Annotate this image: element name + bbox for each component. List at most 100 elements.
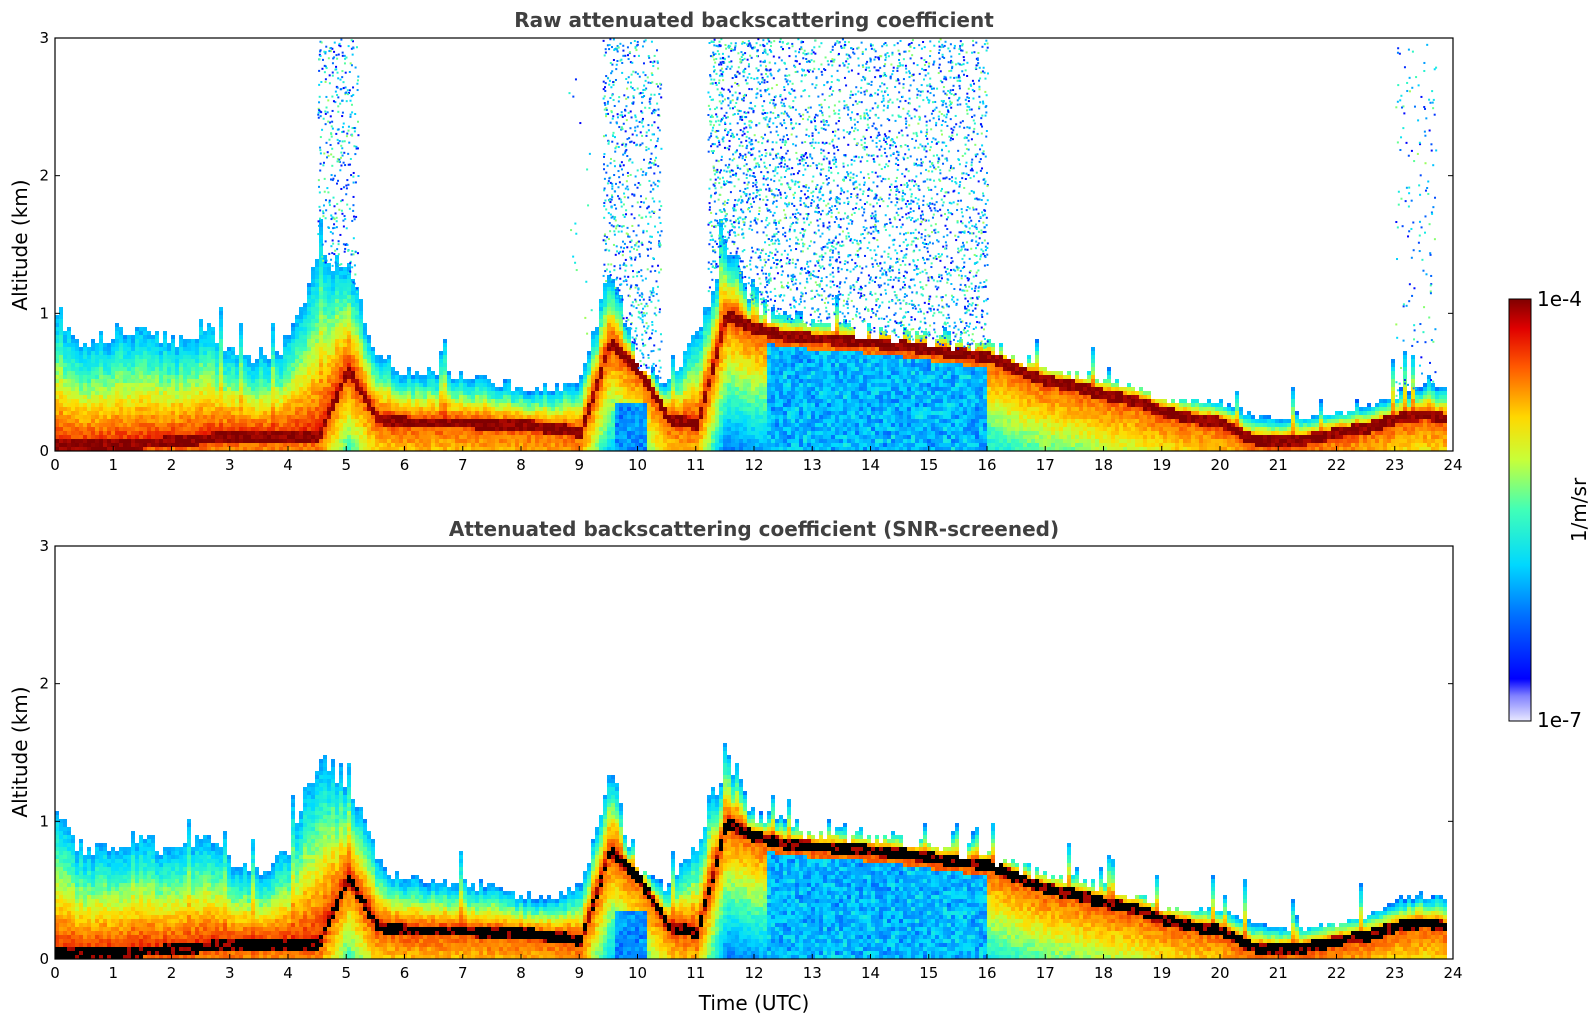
heat-cell xyxy=(731,283,735,287)
heat-cell xyxy=(743,339,747,343)
heat-cell xyxy=(303,379,307,383)
heat-cell xyxy=(755,327,759,331)
heat-cell xyxy=(123,439,127,443)
heat-cell xyxy=(639,447,643,451)
heat-cell xyxy=(259,415,263,419)
heat-cell xyxy=(191,387,195,391)
heat-cell xyxy=(87,363,91,367)
heat-cell xyxy=(555,395,559,399)
heat-cell xyxy=(719,327,723,331)
heat-cell xyxy=(95,343,99,347)
heat-cell xyxy=(59,363,63,367)
heat-cell xyxy=(75,423,79,427)
heat-cell xyxy=(575,407,579,411)
heat-cell xyxy=(647,387,651,391)
heat-cell xyxy=(131,427,135,431)
heat-cell xyxy=(327,323,331,327)
heat-cell xyxy=(735,395,739,399)
heat-cell xyxy=(99,359,103,363)
heat-cell xyxy=(207,351,211,355)
heat-cell xyxy=(431,411,435,415)
heat-cell xyxy=(359,307,363,311)
heat-cell xyxy=(363,355,367,359)
heat-cell xyxy=(647,391,651,395)
heat-cell xyxy=(267,431,271,435)
heat-cell xyxy=(743,403,747,407)
heat-cell xyxy=(315,283,319,287)
heat-cell xyxy=(395,379,399,383)
heat-cell xyxy=(439,363,443,367)
heat-cell xyxy=(335,339,339,343)
heat-cell xyxy=(719,319,723,323)
heat-cell xyxy=(347,363,351,367)
heat-cell xyxy=(123,407,127,411)
heat-cell xyxy=(675,411,679,415)
heat-cell xyxy=(723,355,727,359)
heat-cell xyxy=(143,383,147,387)
heat-cell xyxy=(115,367,119,371)
heat-cell xyxy=(555,391,559,395)
heat-cell xyxy=(495,419,499,423)
heat-cell xyxy=(179,403,183,407)
heat-cell xyxy=(275,435,279,439)
heat-cell xyxy=(615,447,619,451)
heat-cell xyxy=(371,379,375,383)
heat-cell xyxy=(95,435,99,439)
heat-cell xyxy=(563,435,567,439)
heat-cell xyxy=(171,427,175,431)
heat-cell xyxy=(107,343,111,347)
heat-cell xyxy=(671,399,675,403)
heat-cell xyxy=(207,443,211,447)
heat-cell xyxy=(727,271,731,275)
heat-cell xyxy=(243,435,247,439)
heat-cell xyxy=(107,427,111,431)
heat-cell xyxy=(215,419,219,423)
heat-cell xyxy=(731,275,735,279)
heat-cell xyxy=(511,439,515,443)
heat-cell xyxy=(343,435,347,439)
heat-cell xyxy=(111,347,115,351)
heat-cell xyxy=(139,403,143,407)
heat-cell xyxy=(343,395,347,399)
heat-cell xyxy=(267,367,271,371)
heat-cell xyxy=(499,447,503,451)
heat-cell xyxy=(651,407,655,411)
heat-cell xyxy=(315,331,319,335)
heat-cell xyxy=(703,443,707,447)
heat-cell xyxy=(159,359,163,363)
heat-cell xyxy=(599,355,603,359)
heat-cell xyxy=(739,403,743,407)
heat-cell xyxy=(55,411,59,415)
heat-cell xyxy=(727,295,731,299)
heat-cell xyxy=(359,383,363,387)
heat-cell xyxy=(239,339,243,343)
heat-cell xyxy=(399,411,403,415)
heat-cell xyxy=(679,391,683,395)
heat-cell xyxy=(427,383,431,387)
heat-cell xyxy=(731,431,735,435)
heat-cell xyxy=(131,435,135,439)
heat-cell xyxy=(351,411,355,415)
heat-cell xyxy=(743,311,747,315)
heat-cell xyxy=(355,307,359,311)
heat-cell xyxy=(743,419,747,423)
heat-cell xyxy=(263,431,267,435)
heat-cell xyxy=(367,351,371,355)
heat-cell xyxy=(715,407,719,411)
heat-cell xyxy=(275,403,279,407)
heat-cell xyxy=(307,435,311,439)
heat-cell xyxy=(335,403,339,407)
heat-cell xyxy=(355,295,359,299)
heat-cell xyxy=(199,419,203,423)
heat-cell xyxy=(323,343,327,347)
heat-cell xyxy=(419,411,423,415)
heat-cell xyxy=(131,419,135,423)
heat-cell xyxy=(727,383,731,387)
heat-cell xyxy=(515,411,519,415)
heat-cell xyxy=(687,363,691,367)
heat-cell xyxy=(387,443,391,447)
heat-cell xyxy=(619,371,623,375)
heat-cell xyxy=(151,363,155,367)
heat-cell xyxy=(419,427,423,431)
heat-cell xyxy=(743,423,747,427)
